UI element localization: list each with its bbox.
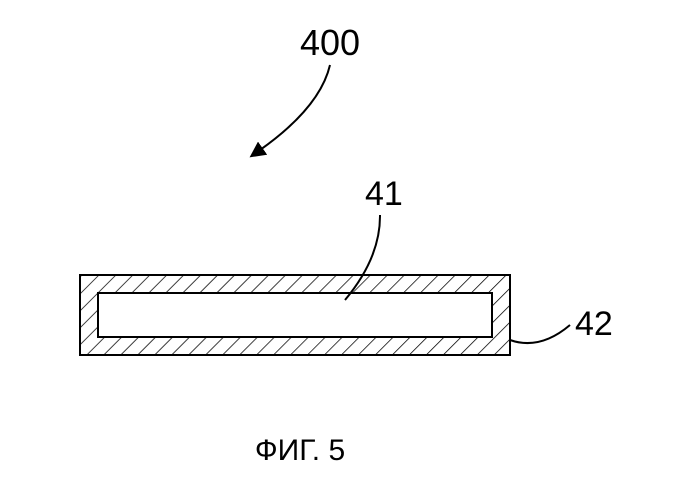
core-rect	[98, 293, 492, 337]
figure-caption: ФИГ. 5	[255, 434, 345, 467]
core-label: 41	[365, 175, 403, 213]
shell-leader	[510, 325, 570, 343]
assembly-leader	[260, 65, 330, 150]
shell-label: 42	[575, 305, 613, 343]
assembly-label: 400	[300, 22, 360, 63]
